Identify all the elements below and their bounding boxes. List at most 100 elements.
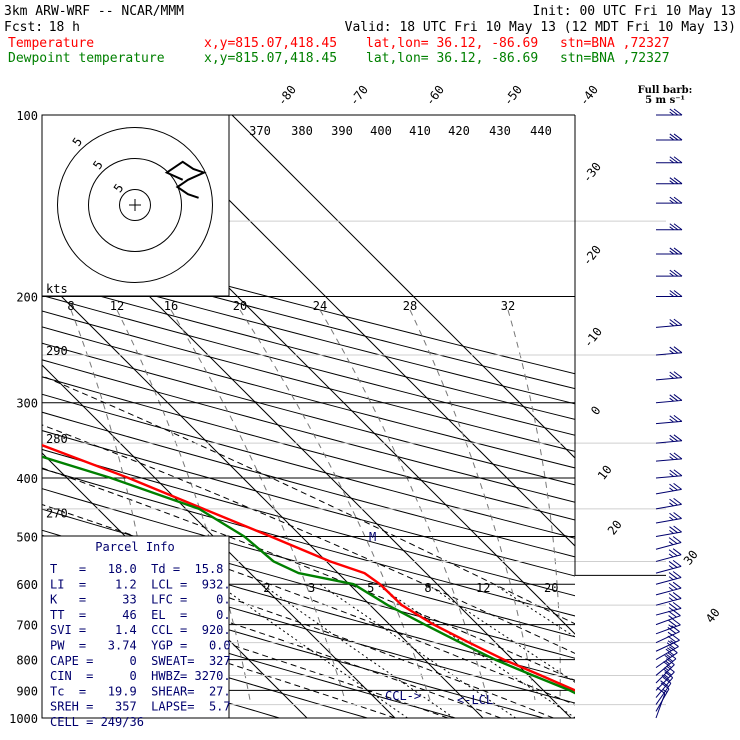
hodograph-speed-arc <box>70 309 161 701</box>
hodograph-speed-label: 32 <box>501 299 515 313</box>
wind-barb-halfflag <box>669 293 674 297</box>
theta-e-label: 390 <box>331 124 353 138</box>
header-fcst-value: 18 h <box>49 20 80 35</box>
isotherm-label: -30 <box>580 160 604 186</box>
parcel-info-row: CELL = 249/36 <box>50 715 144 729</box>
ccl-marker: CCL-> <box>385 689 421 703</box>
legend-temperature-location: x,y=815.07,418.45 <box>204 36 337 51</box>
wind-barb <box>656 223 683 231</box>
wind-barb <box>655 434 683 444</box>
mixing-ratio-label: 2 <box>263 581 270 595</box>
pressure-tick-label: 1000 <box>9 712 38 726</box>
hodograph-speed-label: 12 <box>110 299 124 313</box>
hodograph-speed-label: 16 <box>164 299 178 313</box>
wind-barb-flag <box>673 196 683 204</box>
wind-barb-staff <box>655 352 682 356</box>
legend-dewpoint-station: stn=BNA ,72327 <box>560 51 670 66</box>
isotherm <box>42 276 484 718</box>
wind-barb-staff <box>655 488 682 495</box>
parcel-info-row: CAPE = 0 SWEAT= 327 <box>50 654 231 668</box>
legend-dewpoint-latlon: lat,lon= 36.12, -86.69 <box>366 51 538 66</box>
wind-barb-flag <box>669 177 679 185</box>
isotherm-label: -50 <box>501 83 525 109</box>
parcel-info-box: Parcel Info T = 18.0 Td = 15.8LI = 1.2 LC… <box>41 535 231 729</box>
wind-barb-halfflag <box>668 553 674 558</box>
wind-barb-flag <box>669 196 679 204</box>
wind-barb-flag <box>669 133 679 141</box>
wind-barb-flag <box>668 610 677 618</box>
wind-barb-flag <box>668 572 678 579</box>
wind-barb <box>655 548 682 562</box>
wind-barb <box>655 601 682 616</box>
wind-barb-flag <box>669 346 679 354</box>
wind-barb-halfflag <box>669 159 674 164</box>
wind-barb-flag <box>669 223 679 231</box>
wind-barb <box>656 290 683 298</box>
isotherm <box>42 364 396 718</box>
wind-barb <box>655 682 670 712</box>
wind-barb-halfflag <box>668 624 673 629</box>
theta-label: 290 <box>46 344 68 358</box>
wind-barb-halfflag <box>668 615 673 619</box>
wind-barb-flag <box>672 571 682 578</box>
wind-barb-staff <box>655 554 682 562</box>
theta-e-label: 430 <box>489 124 511 138</box>
wind-barb <box>655 371 683 381</box>
wind-barb-flag <box>673 108 683 116</box>
hodograph-trace <box>164 160 207 199</box>
wind-barb-staff <box>655 597 682 606</box>
wind-barb <box>656 177 683 185</box>
parcel-info-row: SVI = 1.4 CCL = 920. <box>50 623 231 637</box>
parcel-info-row: K = 33 LFC = 0. <box>50 593 231 607</box>
wind-barb <box>655 658 675 684</box>
wind-barb-flag <box>673 371 683 379</box>
wind-barb-flag <box>673 394 683 401</box>
hodograph-speed-arc <box>239 309 431 701</box>
wind-barb-flag <box>668 619 677 627</box>
hodograph-speed-arc <box>507 309 561 701</box>
mixing-ratio-label: 12 <box>476 581 490 595</box>
wind-barb <box>655 525 682 537</box>
wind-barb-halfflag <box>669 374 674 379</box>
wind-barb-flag <box>668 603 678 610</box>
wind-barb-flag <box>673 525 682 533</box>
wind-barb-halfflag <box>669 350 674 354</box>
isotherm-label: 30 <box>681 548 701 568</box>
wind-barb-flag <box>669 371 679 379</box>
wind-barb-flag <box>668 582 678 590</box>
wind-barb-flag <box>669 526 678 534</box>
wind-barb-halfflag <box>668 597 674 602</box>
legend-dewpoint-name: Dewpoint temperature <box>8 51 165 66</box>
theta-label: 270 <box>46 506 68 520</box>
wind-barb-staff <box>655 377 682 381</box>
wind-barb-halfflag <box>669 180 674 185</box>
wind-barb-flag <box>669 319 679 326</box>
hodograph-speed-label: 28 <box>403 299 417 313</box>
parcel-info-row: SREH = 357 LAPSE= 5.7 <box>50 700 231 714</box>
wind-barb <box>656 196 683 204</box>
theta-e-label: 400 <box>370 124 392 138</box>
hodograph-ring <box>119 189 151 221</box>
parcel-info-row: PW = 3.74 YGP = 0.0 <box>50 639 231 653</box>
pressure-tick-label: 300 <box>16 397 38 411</box>
wind-barb-flag <box>673 156 683 164</box>
wind-barb <box>655 571 682 585</box>
mixing-ratio-label: 20 <box>544 581 558 595</box>
isotherm-label: -10 <box>581 325 605 351</box>
hodograph-speed-arc <box>319 309 489 701</box>
wind-barb-flag <box>668 561 678 568</box>
hodograph-units: kts <box>46 282 68 296</box>
parcel-info-title: Parcel Info <box>95 540 174 554</box>
wind-barb-staff <box>655 639 680 652</box>
legend-temperature-latlon: lat,lon= 36.12, -86.69 <box>366 36 538 51</box>
pressure-tick-label: 900 <box>16 684 38 698</box>
wind-barb-flag <box>669 483 678 491</box>
isotherm-label: -80 <box>275 83 299 109</box>
theta-e-label: 370 <box>249 124 271 138</box>
wind-barb-halfflag <box>668 607 674 611</box>
wind-barb <box>655 581 682 596</box>
hodograph-ring <box>88 158 182 252</box>
pressure-tick-label: 800 <box>16 654 38 668</box>
